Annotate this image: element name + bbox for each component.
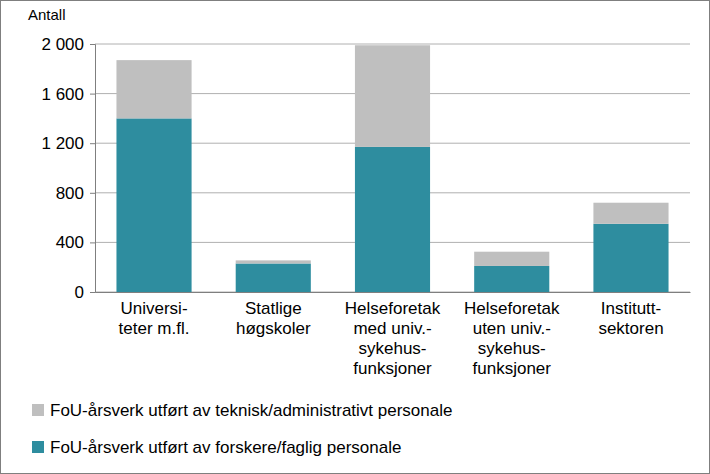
bar-segment	[355, 147, 430, 292]
x-tick-label-line: Helseforetak	[464, 299, 560, 318]
y-tick: 2 000	[41, 35, 95, 54]
y-tick-label: 400	[56, 233, 84, 252]
grid	[95, 44, 690, 292]
y-tick-mark	[90, 143, 95, 144]
y-tick-label: 0	[75, 283, 84, 302]
legend-label: FoU-årsverk utført av forskere/faglig pe…	[50, 438, 401, 457]
x-tick-label-line: funksjoner	[473, 359, 552, 378]
x-tick-label-line: med univ.-	[353, 319, 431, 338]
bar-segment	[236, 263, 311, 292]
x-tick-label-line: sykehus-	[358, 339, 426, 358]
bar-segment	[593, 203, 668, 224]
frame	[1, 1, 710, 474]
y-axis-title: Antall	[28, 6, 66, 23]
y-tick-label: 2 000	[41, 35, 84, 54]
x-tick-label-line: uten univ.-	[473, 319, 551, 338]
y-tick-mark	[90, 242, 95, 243]
y-tick: 400	[56, 233, 95, 252]
legend-swatch	[32, 404, 44, 416]
y-tick-mark	[90, 44, 95, 45]
x-tick-label: Helseforetakmed univ.-sykehus-funksjoner	[345, 299, 441, 378]
x-axis: Universi-teter m.fl. Statligehøgskoler Hel…	[96, 292, 691, 378]
y-tick-mark	[90, 292, 95, 293]
legend-label: FoU-årsverk utført av teknisk/administra…	[50, 401, 452, 420]
bar-segment	[474, 252, 549, 266]
x-tick-label-line: funksjoner	[353, 359, 432, 378]
y-tick: 800	[56, 184, 95, 203]
bar-segment	[593, 224, 668, 292]
x-tick-label-line: sektoren	[598, 319, 663, 338]
y-tick: 0	[75, 283, 95, 302]
bar-segment	[116, 118, 191, 292]
x-tick-label-line: Universi-	[120, 299, 187, 318]
x-tick-label-line: Helseforetak	[345, 299, 441, 318]
x-tick-label-line: Statlige	[245, 299, 302, 318]
bar-segment	[474, 266, 549, 292]
y-tick-label: 1 200	[41, 134, 84, 153]
y-axis-line	[90, 45, 96, 293]
x-tick-label: Universi-teter m.fl.	[119, 299, 190, 338]
chart: 0 400 800 1 200 1 600 2 000 Universi-teter m.f…	[0, 0, 710, 474]
x-tick: Institutt-sektoren	[598, 292, 663, 338]
y-tick-mark	[90, 94, 95, 95]
y-tick: 1 200	[41, 134, 95, 153]
grid-line	[95, 44, 690, 45]
y-tick-label: 800	[56, 184, 84, 203]
legend-swatch	[32, 441, 44, 453]
y-axis: 0 400 800 1 200 1 600 2 000	[41, 35, 95, 302]
x-tick: Helseforetakuten univ.-sykehus-funksjone…	[464, 292, 560, 378]
y-tick-label: 1 600	[41, 85, 84, 104]
x-tick: Helseforetakmed univ.-sykehus-funksjoner	[345, 292, 441, 378]
bar-segment	[116, 60, 191, 118]
x-tick-label-line: høgskoler	[236, 319, 311, 338]
x-tick: Statligehøgskoler	[236, 292, 311, 338]
bar-segment	[236, 260, 311, 263]
x-tick-label: Helseforetakuten univ.-sykehus-funksjone…	[464, 299, 560, 378]
x-tick-label-line: Institutt-	[601, 299, 661, 318]
y-tick: 1 600	[41, 85, 95, 104]
y-tick-mark	[90, 193, 95, 194]
x-tick-label: Statligehøgskoler	[236, 299, 311, 338]
legend: FoU-årsverk utført av teknisk/administra…	[32, 401, 452, 457]
x-tick-label-line: teter m.fl.	[119, 319, 190, 338]
bar-segment	[355, 45, 430, 147]
bars	[116, 45, 668, 292]
x-tick-label: Institutt-sektoren	[598, 299, 663, 338]
x-tick-label-line: sykehus-	[478, 339, 546, 358]
x-axis-line	[96, 292, 691, 293]
x-tick: Universi-teter m.fl.	[119, 292, 190, 338]
